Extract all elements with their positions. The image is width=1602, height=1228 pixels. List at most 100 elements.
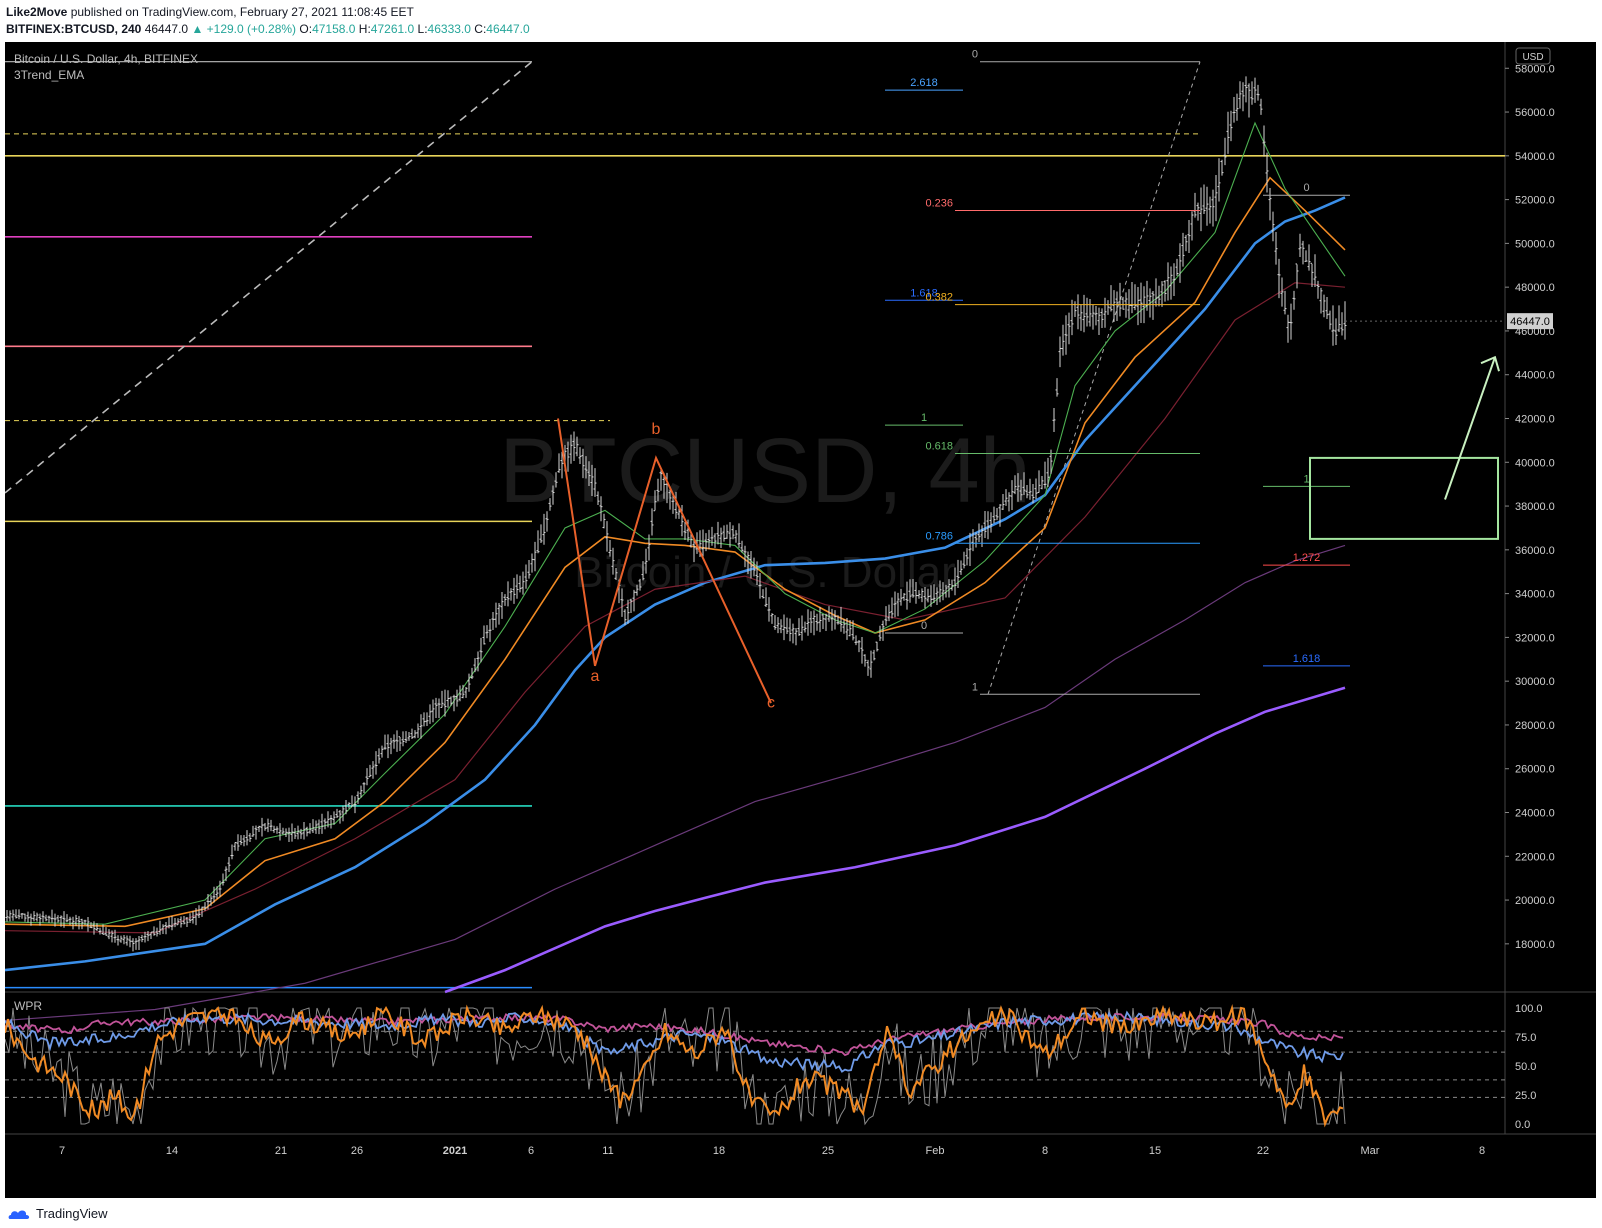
open-label: O: (299, 22, 313, 36)
chart-title: Bitcoin / U.S. Dollar, 4h, BITFINEX (14, 52, 198, 66)
wave-label: a (591, 668, 600, 685)
fib-level-label: 2.618 (910, 77, 938, 89)
y-tick-label: 24000.0 (1515, 808, 1555, 820)
x-tick-label: 7 (59, 1145, 65, 1157)
tradingview-cloud-icon (8, 1210, 30, 1219)
fib-level-label: 0.786 (925, 530, 953, 542)
y-tick-label: 28000.0 (1515, 720, 1555, 732)
fib-level-label: 1.618 (910, 287, 938, 299)
y-tick-label: 52000.0 (1515, 195, 1555, 207)
fib-level-label: 1.618 (1293, 653, 1321, 665)
fib-level-label: 0.618 (925, 441, 953, 453)
x-tick-label: 15 (1149, 1145, 1161, 1157)
x-tick-label: 6 (528, 1145, 534, 1157)
watermark-symbol: BTCUSD, 4h (499, 420, 1031, 522)
chart-container[interactable]: BTCUSD, 4h Bitcoin / U.S. Dollar 58000.0 56… (4, 42, 1596, 1198)
wave-label: c (767, 694, 775, 711)
y-tick-label: 32000.0 (1515, 632, 1555, 644)
y-tick-label: 22000.0 (1515, 851, 1555, 863)
price-change: ▲ +129.0 (+0.28%) (191, 22, 297, 36)
target-arrow-head (1480, 355, 1500, 372)
ema-line (4, 282, 1346, 934)
high-value: 47261.0 (370, 22, 415, 36)
y-tick-label: 26000.0 (1515, 764, 1555, 776)
open-value: 47158.0 (312, 22, 356, 36)
close-value: 46447.0 (486, 22, 530, 36)
last-price-box (1507, 313, 1553, 330)
wpr-tick-label: 0.0 (1515, 1119, 1530, 1131)
footer: TradingView (0, 1200, 1602, 1228)
published-text: published on TradingView.com, February 2… (70, 5, 414, 19)
last-price-label: 46447.0 (1510, 316, 1550, 328)
fib-level-label: 1 (921, 412, 927, 424)
close-label: C: (474, 22, 487, 36)
wpr-tick-label: 50.0 (1515, 1061, 1536, 1073)
x-tick-label: 22 (1257, 1145, 1269, 1157)
x-tick-label: 18 (713, 1145, 725, 1157)
y-tick-label: 56000.0 (1515, 107, 1555, 119)
x-tick-label: Mar (1361, 1145, 1380, 1157)
publish-info: Like2Move published on TradingView.com, … (6, 5, 414, 19)
fib-level-label: 1.272 (1293, 552, 1321, 564)
fib-level-label: 1 (1303, 473, 1309, 485)
x-tick-label: Feb (926, 1145, 945, 1157)
low-value: 46333.0 (427, 22, 471, 36)
currency-label: USD (1522, 52, 1543, 63)
y-tick-label: 42000.0 (1515, 413, 1555, 425)
low-label: L: (417, 22, 428, 36)
symbol-info: BITFINEX:BTCUSD, 240 46447.0 ▲ +129.0 (+… (6, 22, 530, 36)
dashed-trendline (4, 61, 533, 494)
currency-box (1515, 47, 1551, 65)
fib-level-label: 0 (921, 620, 927, 632)
wpr-tick-label: 75.0 (1515, 1032, 1536, 1044)
y-tick-label: 36000.0 (1515, 545, 1555, 557)
y-tick-label: 34000.0 (1515, 589, 1555, 601)
fib-level-label: 0.382 (925, 292, 953, 304)
y-tick-label: 44000.0 (1515, 370, 1555, 382)
x-tick-label: 11 (602, 1145, 613, 1157)
indicator-name: 3Trend_EMA (14, 68, 84, 82)
ema-line (444, 686, 1346, 994)
target-zone-box (1309, 456, 1499, 540)
y-tick-label: 40000.0 (1515, 457, 1555, 469)
wpr-tick-label: 25.0 (1515, 1090, 1536, 1102)
ema-line (4, 544, 1346, 1022)
price-axis-background (1505, 42, 1596, 1198)
wpr-raw-line (4, 1006, 1346, 1126)
chart-background (5, 42, 1596, 1198)
x-tick-label: 8 (1479, 1145, 1485, 1157)
y-tick-label: 50000.0 (1515, 238, 1555, 250)
y-tick-label: 18000.0 (1515, 939, 1555, 951)
fib-level-label: 0.236 (925, 198, 953, 210)
y-tick-label: 30000.0 (1515, 676, 1555, 688)
y-tick-label: 20000.0 (1515, 895, 1555, 907)
y-tick-label: 54000.0 (1515, 151, 1555, 163)
tradingview-logo[interactable]: TradingView (8, 1206, 108, 1221)
wpr-title: WPR (14, 999, 42, 1013)
x-tick-label: 26 (351, 1145, 363, 1157)
fib-level-label: 1 (972, 681, 978, 693)
ema-line (4, 176, 1346, 928)
wave-label: b (652, 421, 661, 438)
wpr-tick-label: 100.0 (1515, 1003, 1543, 1015)
x-tick-label: 21 (275, 1145, 287, 1157)
symbol-line: BITFINEX:BTCUSD, 240 (6, 22, 142, 36)
y-tick-label: 38000.0 (1515, 501, 1555, 513)
high-label: H: (358, 22, 371, 36)
wave-path (557, 418, 772, 704)
fib-level-label: 0 (972, 49, 978, 61)
y-tick-label: 58000.0 (1515, 63, 1555, 75)
x-tick-label: 2021 (443, 1145, 467, 1157)
fib-level-label: 0 (1303, 182, 1309, 194)
dashed-trendline (987, 61, 1201, 695)
wpr-fast-line (4, 1004, 1344, 1128)
tradingview-brand: TradingView (36, 1206, 108, 1221)
publisher-name[interactable]: Like2Move (6, 5, 68, 19)
y-tick-label: 48000.0 (1515, 282, 1555, 294)
x-tick-label: 25 (822, 1145, 834, 1157)
last-price: 46447.0 (144, 22, 189, 36)
target-arrow (1444, 356, 1496, 500)
x-tick-label: 8 (1042, 1145, 1048, 1157)
ema-line (4, 196, 1346, 972)
